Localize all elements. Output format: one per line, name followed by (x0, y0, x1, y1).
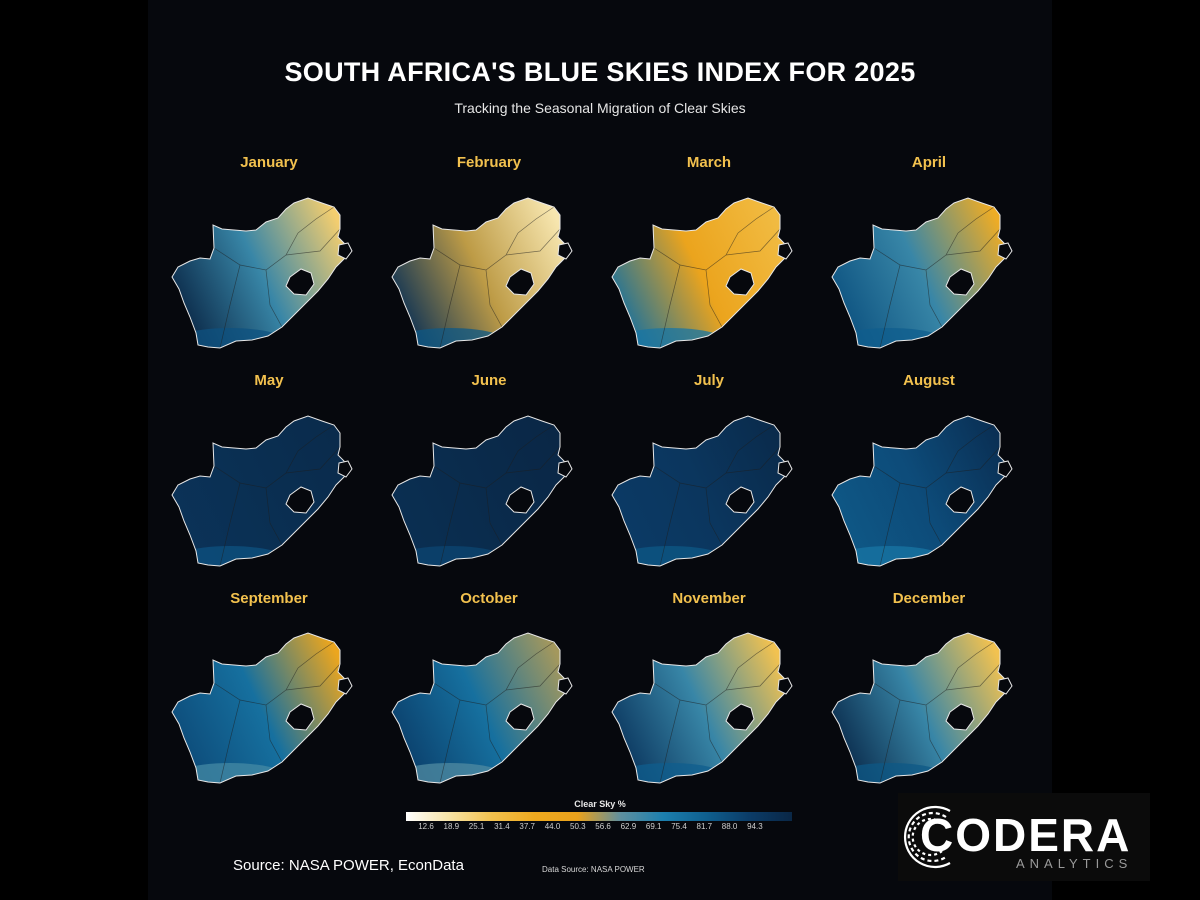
logo-circle-icon (903, 805, 951, 869)
month-map (611, 632, 793, 784)
legend-color-bar (406, 812, 792, 821)
legend-tick-label: 56.6 (595, 822, 611, 831)
month-label: September (230, 590, 308, 607)
legend-tick-label: 75.4 (671, 822, 687, 831)
page-subtitle: Tracking the Seasonal Migration of Clear… (454, 100, 746, 116)
month-label: February (456, 154, 522, 171)
source-caption: Source: NASA POWER, EconData (233, 857, 464, 874)
month-label: October (460, 590, 518, 607)
legend-ticks: 12.6 18.9 25.1 31.4 37.7 44.0 50.3 56.6 62.9 69.1… (406, 822, 792, 834)
legend-tick-label: 94.3 (747, 822, 763, 831)
legend-tick-label: 88.0 (721, 822, 738, 831)
month-label: June (471, 372, 507, 389)
month-label: March (686, 154, 732, 171)
month-map (171, 632, 353, 784)
month-map (831, 632, 1013, 784)
month-label: December (892, 590, 966, 607)
month-map (171, 415, 353, 567)
legend-tick-label: 31.4 (494, 822, 510, 831)
month-label: August (903, 372, 955, 389)
month-map (611, 197, 793, 349)
month-label: July (693, 372, 724, 389)
month-map (171, 197, 353, 349)
month-map (831, 197, 1013, 349)
month-map (611, 415, 793, 567)
month-label: May (254, 372, 284, 389)
logo-wordmark: CODERA (920, 809, 1132, 861)
month-label: November (672, 590, 746, 607)
month-map (391, 632, 573, 784)
legend-tick-label: 37.7 (519, 822, 535, 831)
page-title: SOUTH AFRICA'S BLUE SKIES INDEX FOR 2025 (284, 57, 916, 87)
legend-tick-label: 25.1 (468, 822, 485, 831)
legend-tick-label: 50.3 (570, 822, 586, 831)
codera-logo (898, 793, 1150, 881)
logo-subtext: ANALYTICS (1016, 856, 1133, 871)
month-map (391, 197, 573, 349)
month-map (391, 415, 573, 567)
legend-tick-label: 81.7 (696, 822, 713, 831)
legend-title: Clear Sky % (574, 799, 626, 809)
legend-tick-label: 18.9 (443, 822, 460, 831)
month-label: January (240, 154, 298, 171)
month-label: April (911, 154, 947, 171)
legend-tick-label: 69.1 (645, 822, 662, 831)
month-map (831, 415, 1013, 567)
legend-tick-label: 44.0 (544, 822, 561, 831)
legend-tick-label: 12.6 (418, 822, 434, 831)
data-source-caption: Data Source: NASA POWER (542, 865, 645, 874)
legend-tick-label: 62.9 (620, 822, 637, 831)
